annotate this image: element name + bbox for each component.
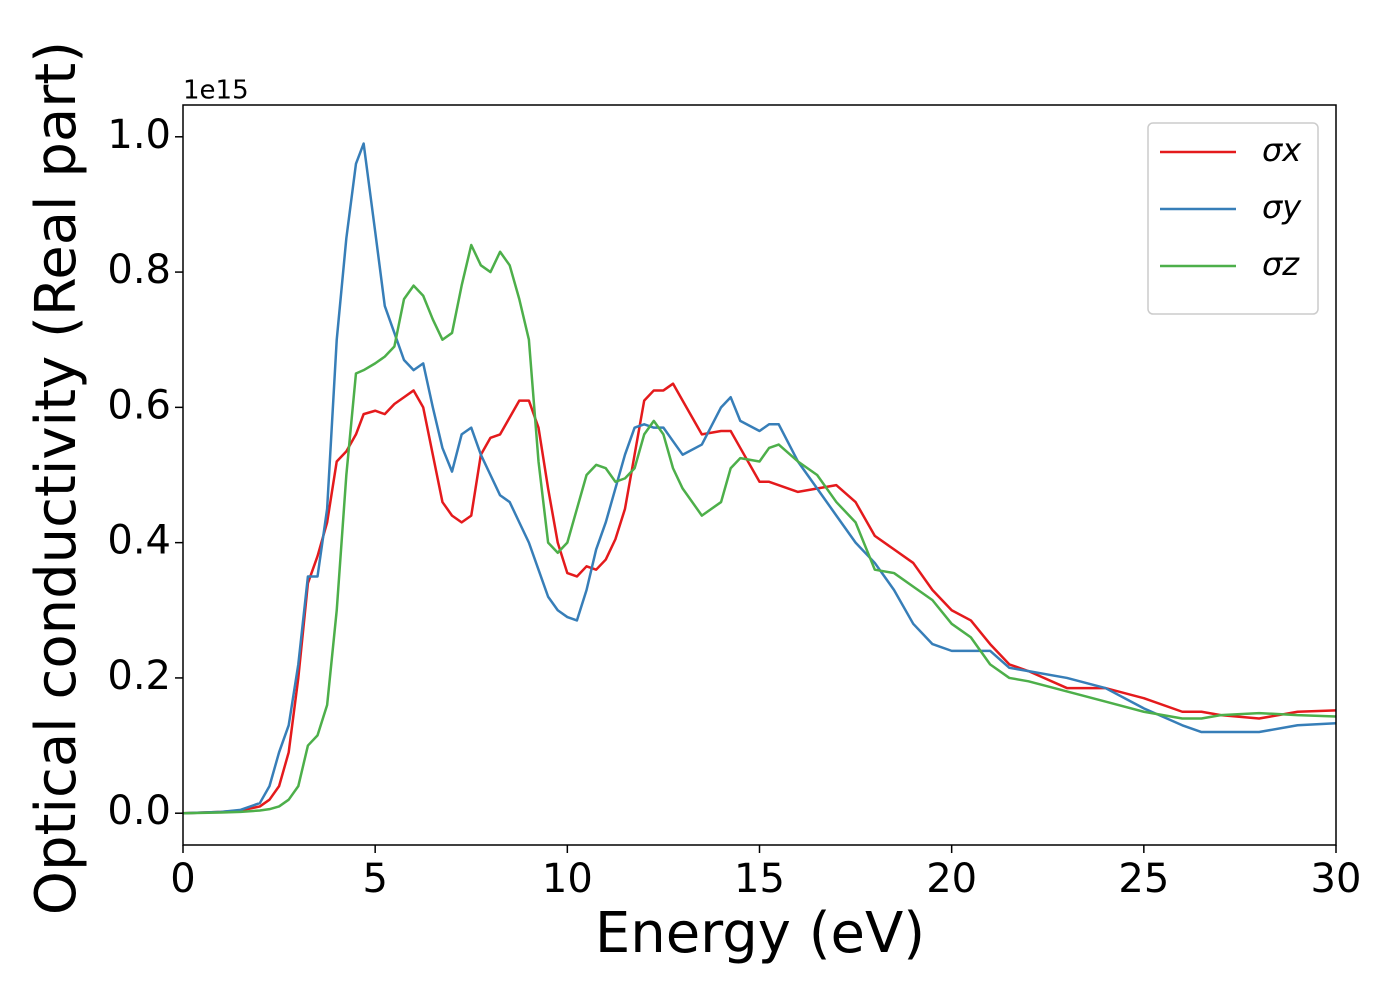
x-tick-label: 10 bbox=[542, 856, 593, 902]
y-tick-label: 1.0 bbox=[107, 112, 171, 158]
x-tick-label: 0 bbox=[170, 856, 195, 902]
x-tick-label: 30 bbox=[1311, 856, 1362, 902]
legend-text: σy bbox=[1262, 188, 1302, 226]
y-tick-label: 0.2 bbox=[107, 653, 171, 699]
y-tick-label: 0.6 bbox=[107, 382, 171, 428]
line-series bbox=[182, 382, 1337, 815]
legend-text: σx bbox=[1262, 131, 1302, 169]
y-tick-label: 0.0 bbox=[107, 788, 171, 834]
line-series bbox=[182, 142, 1337, 815]
x-tick-label: 25 bbox=[1118, 856, 1169, 902]
x-axis-label: Energy (eV) bbox=[595, 901, 925, 966]
x-tick-label: 15 bbox=[734, 856, 785, 902]
x-tick-label: 20 bbox=[926, 856, 977, 902]
y-tick-label: 0.8 bbox=[107, 247, 171, 293]
plot-frame bbox=[182, 104, 1337, 846]
x-tick-label: 5 bbox=[362, 856, 387, 902]
legend-text: σz bbox=[1262, 245, 1300, 283]
y-axis-label: Optical conductivity (Real part) bbox=[24, 41, 89, 915]
y-offset-label: 1e15 bbox=[183, 76, 249, 106]
y-tick-label: 0.4 bbox=[107, 518, 171, 564]
line-series bbox=[182, 243, 1337, 815]
